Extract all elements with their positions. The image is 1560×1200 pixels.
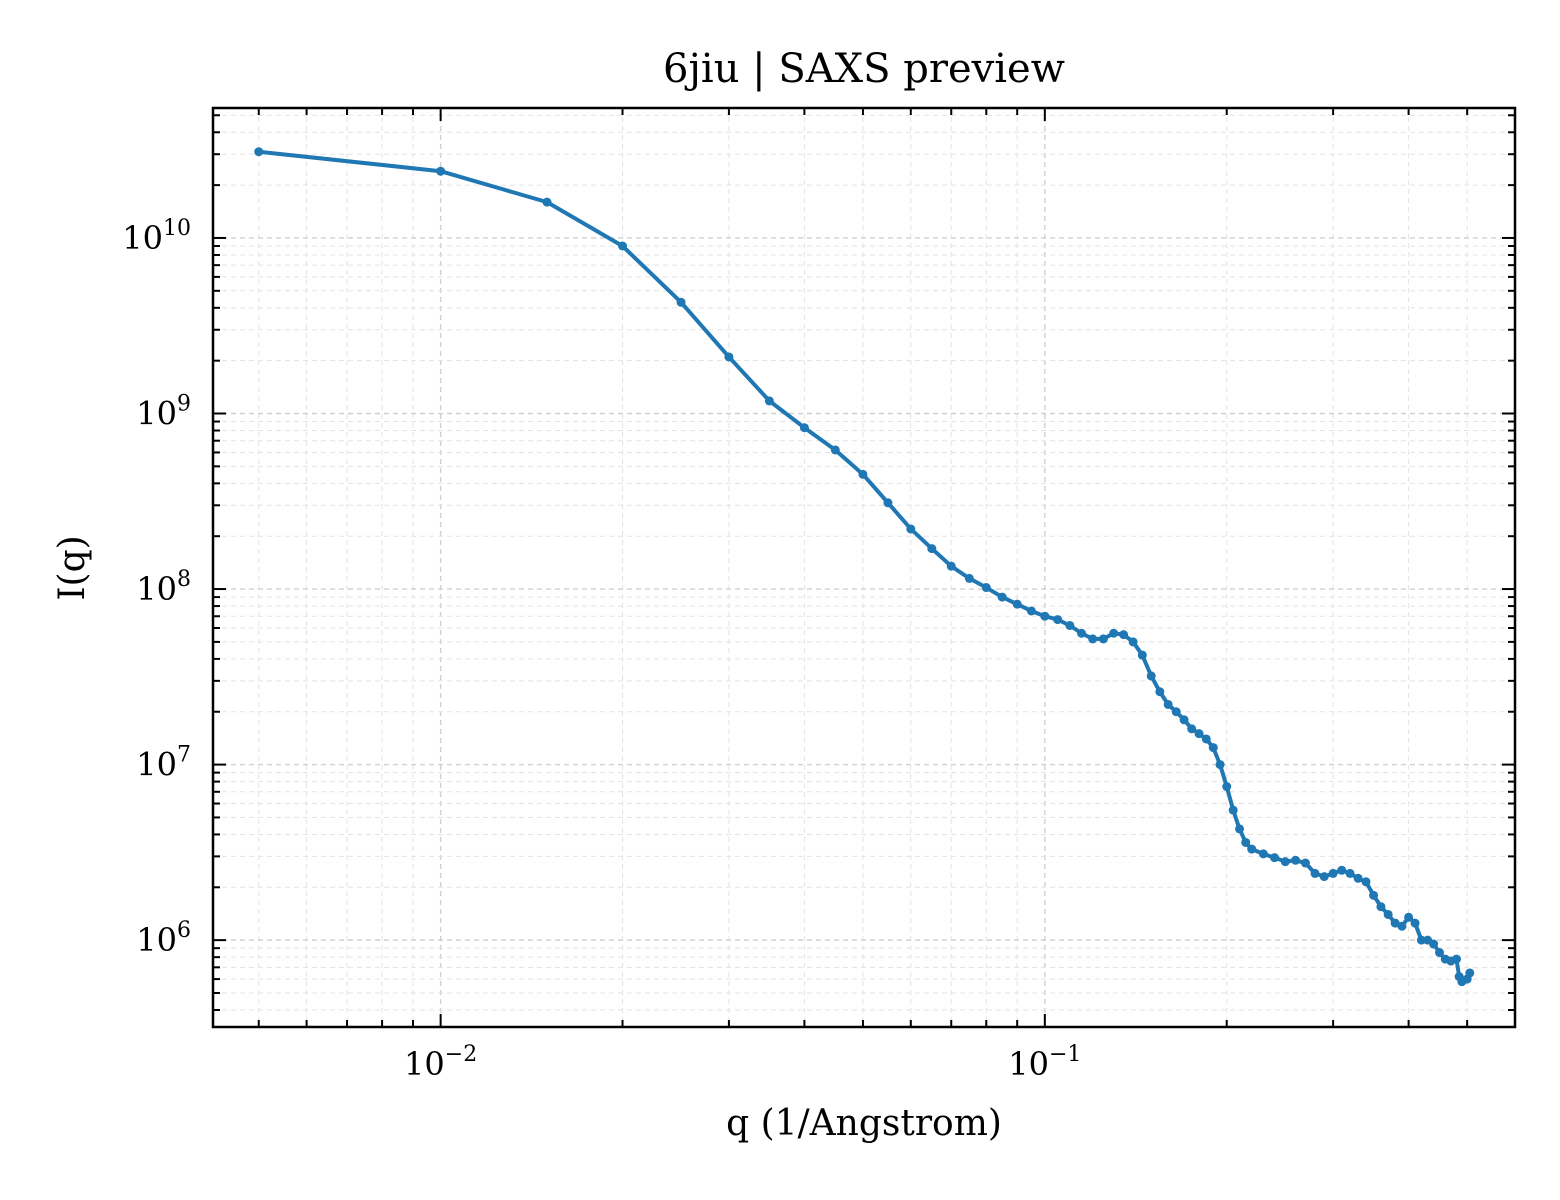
- data-point: [1270, 853, 1280, 863]
- data-point: [1228, 805, 1238, 815]
- grid: [213, 108, 1515, 1027]
- data-point: [1012, 599, 1022, 609]
- y-tick-label: 109: [136, 392, 191, 433]
- data-point: [830, 445, 840, 455]
- data-point: [906, 524, 916, 534]
- data-point: [436, 166, 446, 176]
- data-point: [764, 396, 774, 406]
- data-point: [1404, 912, 1414, 922]
- data-point: [1376, 902, 1386, 912]
- data-point: [1235, 824, 1245, 834]
- data-point: [1435, 948, 1445, 958]
- data-point: [883, 498, 893, 508]
- y-tick-label: 107: [136, 743, 191, 784]
- data-point: [1291, 855, 1301, 865]
- data-point: [1369, 890, 1379, 900]
- data-point: [1310, 868, 1320, 878]
- data-point: [1397, 921, 1407, 931]
- data-point: [1179, 715, 1189, 725]
- data-point: [1222, 782, 1232, 792]
- data-point: [981, 583, 991, 593]
- data-point: [1194, 729, 1204, 739]
- data-point: [1337, 865, 1347, 875]
- data-point: [1258, 849, 1268, 859]
- data-point: [1187, 724, 1197, 734]
- data-point: [1109, 628, 1119, 638]
- data-point: [1163, 699, 1173, 709]
- ticks: 10−2 10−1 1010 109 108 107 106: [122, 108, 1515, 1083]
- data-point: [1361, 877, 1371, 887]
- y-tick-label: 106: [136, 918, 191, 959]
- data-point: [1410, 918, 1420, 928]
- data-point: [1241, 837, 1251, 847]
- data-point: [1137, 650, 1147, 660]
- data-point: [1215, 760, 1225, 770]
- data-point: [1328, 868, 1338, 878]
- data-point: [1383, 909, 1393, 919]
- data-point: [997, 592, 1007, 602]
- data-point: [1119, 630, 1129, 640]
- x-axis-label: q (1/Angstrom): [726, 1103, 1002, 1144]
- data-point: [1353, 873, 1363, 883]
- data-point: [1451, 954, 1461, 964]
- data-point: [927, 544, 937, 554]
- data-point: [1465, 968, 1475, 978]
- data-point: [1098, 634, 1108, 644]
- data-point: [799, 423, 809, 433]
- data-point: [1155, 687, 1165, 697]
- data-point: [964, 573, 974, 583]
- data-point: [1280, 857, 1290, 867]
- data-point: [676, 297, 686, 307]
- data-point: [1247, 844, 1257, 854]
- data-point: [1065, 620, 1075, 630]
- data-point: [1416, 935, 1426, 945]
- plot-frame: [211, 106, 1517, 1029]
- data-point: [1429, 939, 1439, 949]
- x-tick-label: 10−2: [404, 1042, 477, 1083]
- series-0: [254, 147, 1475, 987]
- y-tick-label: 1010: [122, 216, 191, 257]
- data-point: [254, 147, 264, 157]
- y-tick-label: 108: [136, 567, 191, 608]
- data-point: [1053, 615, 1063, 625]
- chart-title: 6jiu | SAXS preview: [663, 46, 1065, 92]
- data-point: [618, 241, 628, 251]
- data-point: [1201, 734, 1211, 744]
- series-layer: [254, 147, 1475, 987]
- data-point: [1319, 872, 1329, 882]
- data-point: [1390, 918, 1400, 928]
- data-point: [1146, 671, 1156, 681]
- data-point: [1128, 637, 1138, 647]
- data-point: [1300, 858, 1310, 868]
- y-axis-label: I(q): [52, 535, 93, 600]
- data-point: [1345, 868, 1355, 878]
- data-point: [1088, 634, 1098, 644]
- data-point: [858, 469, 868, 479]
- data-point: [542, 197, 552, 207]
- data-point: [1171, 707, 1181, 717]
- data-point: [1040, 611, 1050, 621]
- data-point: [1208, 743, 1218, 753]
- x-tick-label: 10−1: [1008, 1042, 1081, 1083]
- data-point: [1026, 606, 1036, 616]
- data-point: [724, 352, 734, 362]
- data-point: [946, 561, 956, 571]
- data-point: [1077, 628, 1087, 638]
